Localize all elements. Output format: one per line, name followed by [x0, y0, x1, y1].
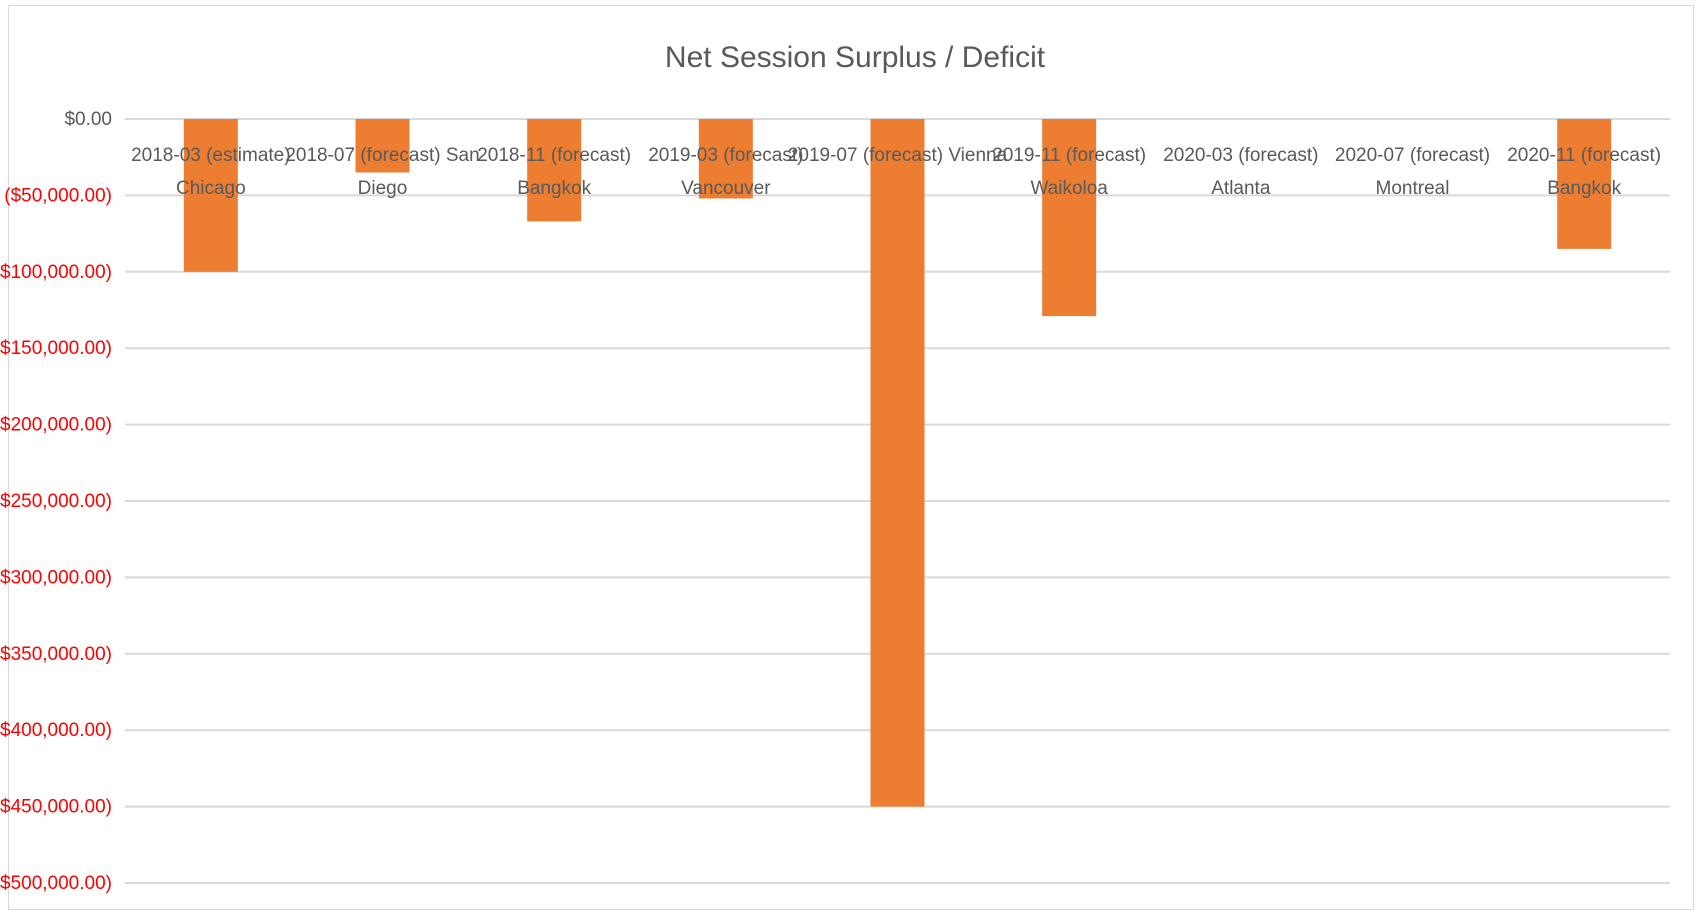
category-label: 2019-11 (forecast)	[992, 145, 1146, 166]
y-tick-label: $0.00	[64, 109, 112, 130]
bar	[698, 119, 753, 199]
bar	[870, 119, 925, 807]
chart-frame	[8, 5, 1694, 910]
y-tick-label: ($50,000.00)	[4, 185, 112, 206]
category-label: Atlanta	[1211, 178, 1271, 199]
y-tick-label: ($150,000.00)	[0, 338, 112, 359]
category-label: Montreal	[1376, 178, 1450, 199]
bar	[1042, 119, 1097, 317]
y-tick-label: ($300,000.00)	[0, 567, 112, 588]
category-label: Bangkok	[1547, 178, 1621, 199]
chart-title: Net Session Surplus / Deficit	[665, 41, 1046, 74]
y-tick-label: ($350,000.00)	[0, 644, 112, 665]
category-label: 2019-07 (forecast) Vienna	[788, 145, 1008, 166]
category-label: 2020-11 (forecast)	[1507, 145, 1661, 166]
category-label: 2020-07 (forecast)	[1335, 145, 1490, 166]
category-label: Chicago	[176, 178, 246, 199]
category-label: 2019-03 (forecast)	[648, 145, 803, 166]
category-label: Diego	[358, 178, 408, 199]
y-tick-label: ($500,000.00)	[0, 873, 112, 894]
bar	[527, 119, 582, 222]
category-labels: 2018-03 (estimate) Chicago 2018-07 (foreca…	[131, 145, 1661, 199]
category-label: Vancouver	[681, 178, 771, 199]
category-label: 2020-03 (forecast)	[1163, 145, 1318, 166]
y-axis-ticks: $0.00 ($50,000.00) ($100,000.00) ($150,000.…	[0, 109, 112, 894]
y-tick-label: ($100,000.00)	[0, 262, 112, 283]
bar	[183, 119, 238, 272]
category-label: Bangkok	[517, 178, 591, 199]
category-label: 2018-11 (forecast)	[477, 145, 631, 166]
y-tick-label: ($400,000.00)	[0, 720, 112, 741]
category-label: 2018-03 (estimate)	[131, 145, 290, 166]
bars	[183, 119, 1612, 807]
category-label: Waikoloa	[1030, 178, 1108, 199]
y-tick-label: ($450,000.00)	[0, 797, 112, 818]
bar	[355, 119, 410, 173]
y-tick-label: ($250,000.00)	[0, 491, 112, 512]
category-label: 2018-07 (forecast) San	[285, 145, 479, 166]
y-tick-label: ($200,000.00)	[0, 415, 112, 436]
bar	[1557, 119, 1612, 249]
